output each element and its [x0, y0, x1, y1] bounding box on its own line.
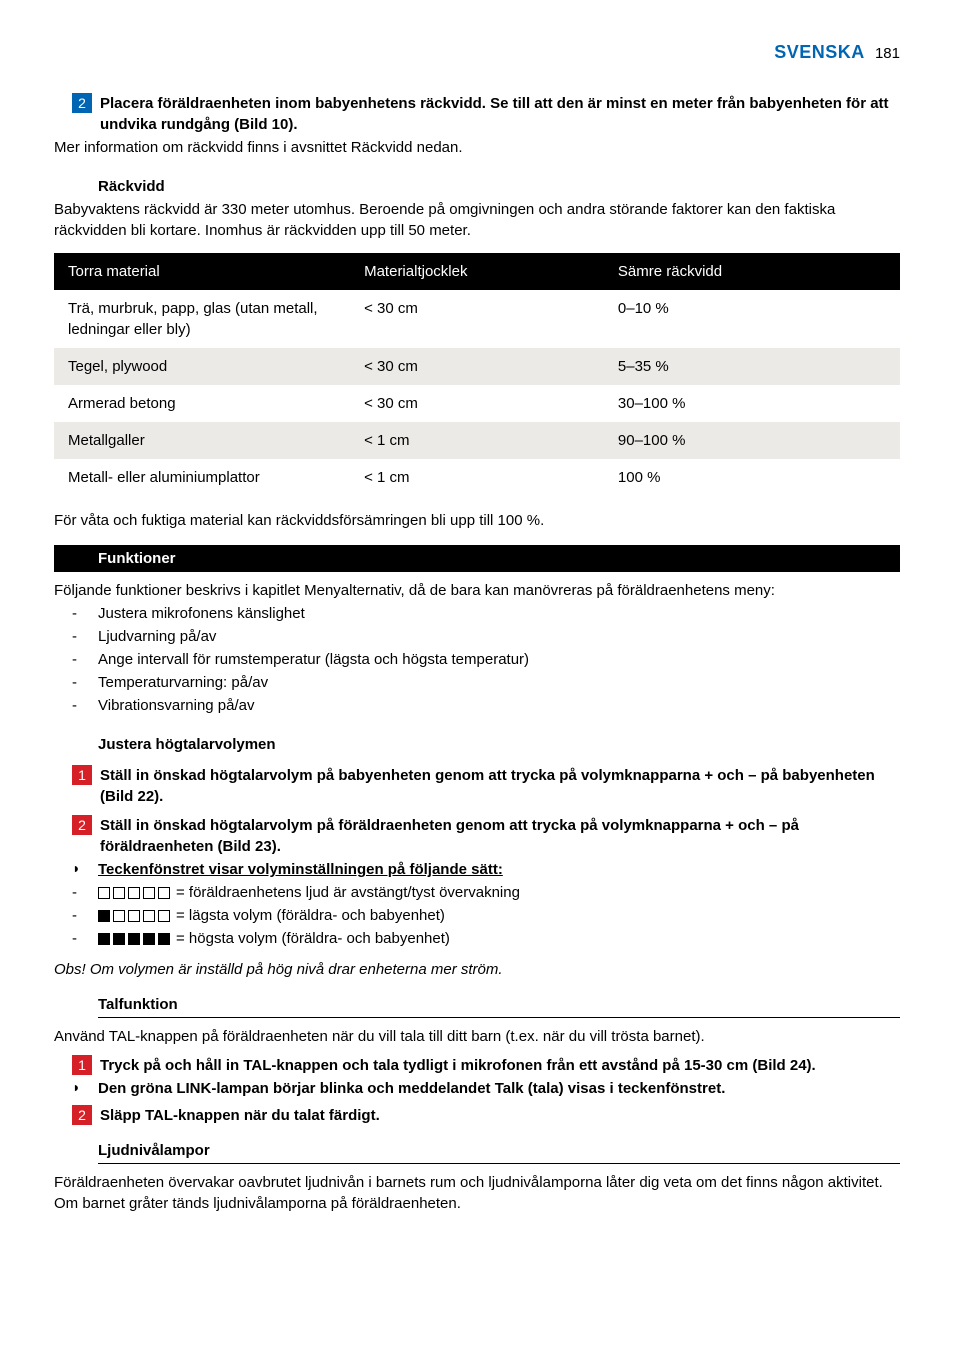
volume-indicator-row: - = högsta volym (föräldra- och babyenhe… [72, 928, 900, 949]
section-bar-functions: Funktioner [54, 545, 900, 572]
header-page-number: 181 [875, 45, 900, 62]
volume-boxes [98, 910, 170, 922]
functions-list: Justera mikrofonens känslighetLjudvarnin… [72, 603, 900, 716]
table-row: Trä, murbruk, papp, glas (utan metall, l… [54, 290, 900, 348]
materials-table: Torra material Materialtjocklek Sämre rä… [54, 253, 900, 496]
table-cell: Metall- eller aluminiumplattor [54, 459, 350, 496]
step-row: 2 Släpp TAL-knappen när du talat färdigt… [72, 1105, 900, 1126]
volume-label: = föräldraenhetens ljud är avstängt/tyst… [176, 882, 520, 903]
body-text: Föräldraenheten övervakar oavbrutet ljud… [54, 1172, 900, 1214]
body-text: Följande funktioner beskrivs i kapitlet … [54, 580, 900, 601]
volume-indicator-row: - = föräldraenhetens ljud är avstängt/ty… [72, 882, 900, 903]
step-text: Placera föräldraenheten inom babyenheten… [100, 93, 900, 135]
bullet-text: Teckenfönstret visar volyminställningen … [98, 859, 900, 880]
table-header-row: Torra material Materialtjocklek Sämre rä… [54, 253, 900, 290]
table-cell: 5–35 % [604, 348, 900, 385]
table-row: Metallgaller< 1 cm90–100 % [54, 422, 900, 459]
volume-box-icon [98, 910, 110, 922]
table-header-cell: Sämre räckvidd [604, 253, 900, 290]
section-heading-talk: Talfunktion [98, 994, 900, 1018]
section-heading-range: Räckvidd [98, 176, 900, 197]
step-row: 1 Ställ in önskad högtalarvolym på babye… [72, 765, 900, 807]
table-cell: < 30 cm [350, 385, 604, 422]
table-header-cell: Torra material [54, 253, 350, 290]
step-text: Tryck på och håll in TAL-knappen och tal… [100, 1055, 900, 1076]
dash-icon: - [72, 928, 98, 949]
list-item: Justera mikrofonens känslighet [72, 603, 900, 624]
body-text: Babyvaktens räckvidd är 330 meter utomhu… [54, 199, 900, 241]
step-text: Ställ in önskad högtalarvolym på föräldr… [100, 815, 900, 857]
step-number-badge: 1 [72, 765, 92, 785]
table-cell: Trä, murbruk, papp, glas (utan metall, l… [54, 290, 350, 348]
bullet-row: ◗ Teckenfönstret visar volyminställninge… [72, 859, 900, 880]
volume-box-icon [143, 933, 155, 945]
table-cell: < 30 cm [350, 348, 604, 385]
header-language: SVENSKA [774, 42, 865, 62]
table-cell: < 1 cm [350, 422, 604, 459]
body-text: Använd TAL-knappen på föräldraenheten nä… [54, 1026, 900, 1047]
volume-box-icon [158, 910, 170, 922]
volume-box-icon [113, 887, 125, 899]
table-cell: Metallgaller [54, 422, 350, 459]
volume-label: = lägsta volym (föräldra- och babyenhet) [176, 905, 445, 926]
volume-indicator-row: - = lägsta volym (föräldra- och babyenhe… [72, 905, 900, 926]
volume-box-icon [143, 910, 155, 922]
volume-boxes [98, 887, 170, 899]
list-item: Ange intervall för rumstemperatur (lägst… [72, 649, 900, 670]
page-header: SVENSKA 181 [54, 40, 900, 65]
section-heading-level: Ljudnivålampor [98, 1140, 900, 1164]
list-item: Temperaturvarning: på/av [72, 672, 900, 693]
table-cell: < 30 cm [350, 290, 604, 348]
volume-box-icon [113, 933, 125, 945]
section-heading-volume: Justera högtalarvolymen [98, 734, 900, 755]
step-text: Ställ in önskad högtalarvolym på babyenh… [100, 765, 900, 807]
volume-box-icon [143, 887, 155, 899]
list-item: Ljudvarning på/av [72, 626, 900, 647]
volume-box-icon [113, 910, 125, 922]
body-text: Mer information om räckvidd finns i avsn… [54, 137, 900, 158]
step-row: 2 Ställ in önskad högtalarvolym på föräl… [72, 815, 900, 857]
volume-box-icon [128, 887, 140, 899]
dash-icon: - [72, 882, 98, 903]
volume-box-icon [158, 933, 170, 945]
table-cell: Armerad betong [54, 385, 350, 422]
table-cell: Tegel, plywood [54, 348, 350, 385]
step-number-badge: 2 [72, 1105, 92, 1125]
table-header-cell: Materialtjocklek [350, 253, 604, 290]
volume-box-icon [158, 887, 170, 899]
volume-label: = högsta volym (föräldra- och babyenhet) [176, 928, 450, 949]
bullet-arrow-icon: ◗ [72, 1078, 98, 1098]
dash-icon: - [72, 905, 98, 926]
body-text: För våta och fuktiga material kan räckvi… [54, 510, 900, 531]
note-text: Obs! Om volymen är inställd på hög nivå … [54, 959, 900, 980]
table-row: Tegel, plywood< 30 cm5–35 % [54, 348, 900, 385]
list-item: Vibrationsvarning på/av [72, 695, 900, 716]
bullet-arrow-icon: ◗ [72, 859, 98, 879]
step-text: Släpp TAL-knappen när du talat färdigt. [100, 1105, 900, 1126]
table-cell: 30–100 % [604, 385, 900, 422]
table-row: Armerad betong< 30 cm30–100 % [54, 385, 900, 422]
bullet-text: Den gröna LINK-lampan börjar blinka och … [98, 1078, 900, 1099]
table-cell: < 1 cm [350, 459, 604, 496]
table-cell: 90–100 % [604, 422, 900, 459]
step-row: 1 Tryck på och håll in TAL-knappen och t… [72, 1055, 900, 1076]
step-number-badge: 2 [72, 93, 92, 113]
step-row: 2 Placera föräldraenheten inom babyenhet… [72, 93, 900, 135]
volume-boxes [98, 933, 170, 945]
table-row: Metall- eller aluminiumplattor< 1 cm100 … [54, 459, 900, 496]
table-cell: 100 % [604, 459, 900, 496]
volume-box-icon [98, 887, 110, 899]
table-cell: 0–10 % [604, 290, 900, 348]
step-number-badge: 2 [72, 815, 92, 835]
volume-box-icon [128, 933, 140, 945]
volume-box-icon [98, 933, 110, 945]
step-number-badge: 1 [72, 1055, 92, 1075]
bullet-row: ◗ Den gröna LINK-lampan börjar blinka oc… [72, 1078, 900, 1099]
volume-box-icon [128, 910, 140, 922]
